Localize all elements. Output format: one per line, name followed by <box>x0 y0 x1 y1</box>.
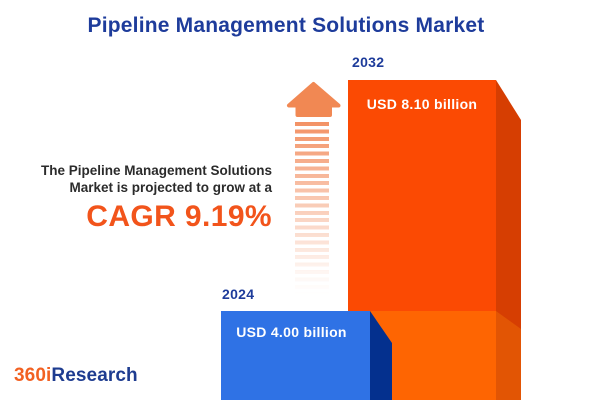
value-label-2032: USD 8.10 billion <box>366 96 478 112</box>
logo-360i: 360i <box>14 365 52 386</box>
annotation-line-2: Market is projected to grow at a <box>69 180 272 195</box>
arrow-fading-stripes <box>295 122 329 294</box>
growth-up-arrow-icon <box>287 82 341 117</box>
growth-annotation: The Pipeline Management Solutions Market… <box>41 162 272 233</box>
bar-2024-front <box>221 311 370 400</box>
bar-2032-front <box>348 80 496 311</box>
annotation-line-1: The Pipeline Management Solutions <box>40 163 272 178</box>
bar-2024-side <box>370 311 392 400</box>
value-label-2024: USD 4.00 billion <box>236 324 347 340</box>
cagr-value: CAGR 9.19% <box>86 200 272 233</box>
year-label-2032: 2032 <box>352 54 385 70</box>
page-title: Pipeline Management Solutions Market <box>87 14 485 37</box>
logo-360iresearch: 360iResearch <box>14 365 138 387</box>
year-label-2024: 2024 <box>222 286 255 302</box>
bar-2032-side <box>496 80 521 329</box>
logo-research: Research <box>51 365 138 386</box>
bar-2032-base-side <box>496 310 521 400</box>
